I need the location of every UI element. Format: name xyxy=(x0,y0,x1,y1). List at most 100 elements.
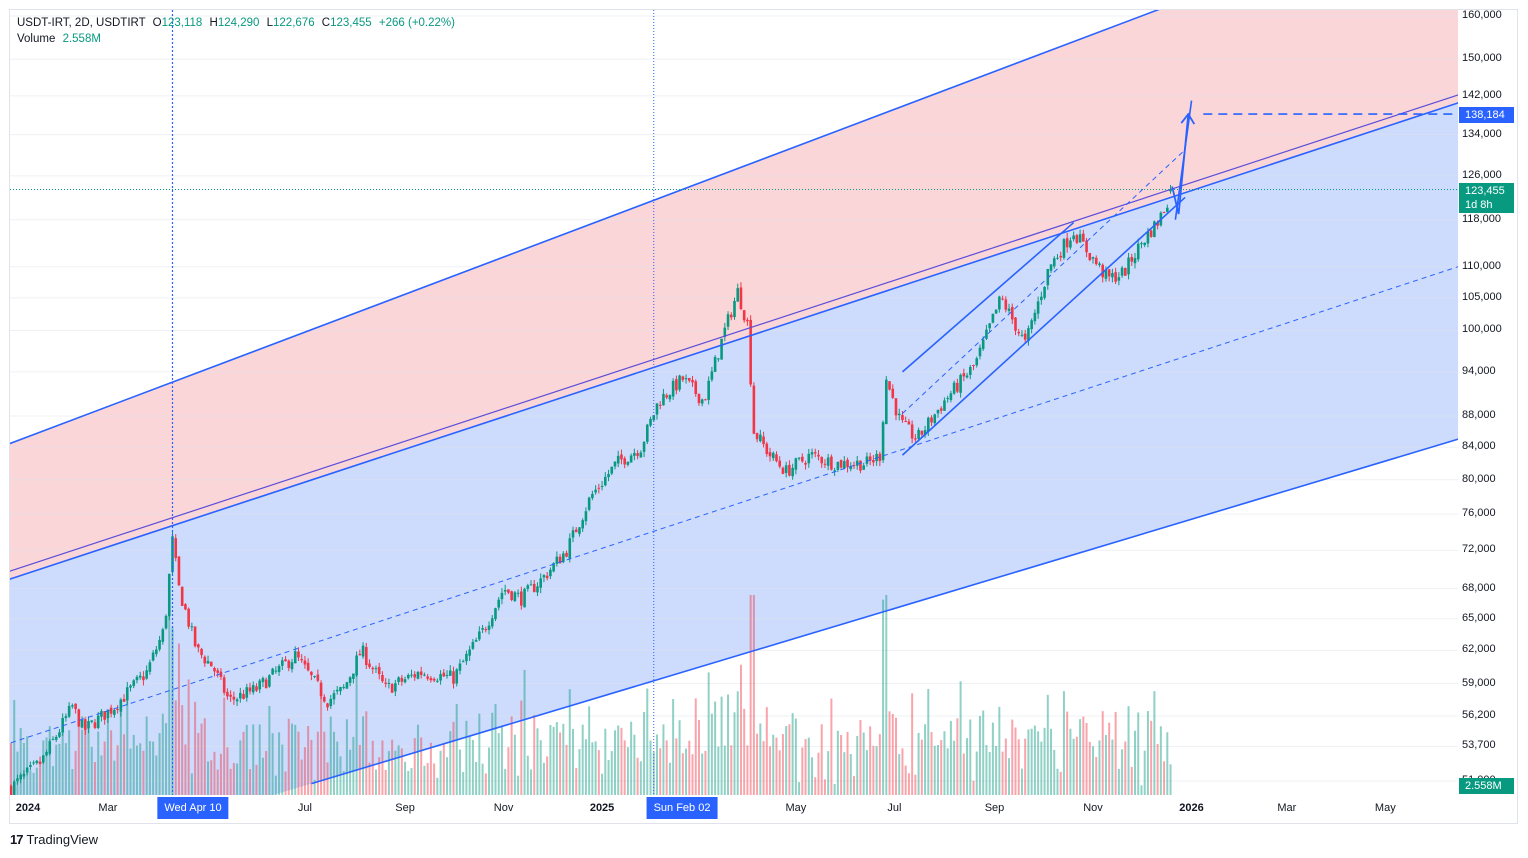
legend-volume-label[interactable]: Volume xyxy=(17,33,56,45)
volume-bar xyxy=(478,713,481,795)
volume-bar xyxy=(181,705,184,795)
volume-bar xyxy=(978,716,981,795)
volume-bar xyxy=(920,739,923,795)
volume-bar xyxy=(93,762,96,795)
candle xyxy=(48,739,52,756)
candle xyxy=(487,621,491,635)
candle-body xyxy=(516,592,520,594)
outer-channel-middle-line[interactable] xyxy=(0,98,1474,584)
candle-body xyxy=(474,640,478,642)
volume-bar xyxy=(552,726,555,795)
candle-body xyxy=(1017,331,1021,334)
candle xyxy=(1088,252,1092,262)
volume-bar xyxy=(811,757,814,795)
chart-frame[interactable] xyxy=(9,9,1518,824)
volume-bar xyxy=(174,700,177,795)
candle xyxy=(510,590,513,602)
inner-channel-lower-line[interactable] xyxy=(901,196,1186,456)
candle xyxy=(855,455,859,470)
volume-bar xyxy=(207,761,210,795)
candle-body xyxy=(25,767,29,773)
plot-area[interactable] xyxy=(0,0,1474,858)
candle-body xyxy=(293,651,297,664)
volume-bar xyxy=(843,752,846,795)
price-tick-label: 118,000 xyxy=(1462,212,1501,225)
outer-channel-lower-line[interactable] xyxy=(311,434,1474,785)
candle xyxy=(281,657,284,670)
candle-body xyxy=(1001,298,1004,300)
projection-arrow-head[interactable] xyxy=(1180,112,1196,125)
candle xyxy=(41,755,45,764)
volume-bar xyxy=(539,740,542,795)
volume-bar xyxy=(84,716,87,795)
tradingview-logo[interactable]: 17 TradingView xyxy=(10,832,98,847)
projection-path[interactable] xyxy=(1171,113,1190,215)
candle-body xyxy=(791,467,794,477)
price-tick-label: 56,200 xyxy=(1462,709,1496,722)
candle xyxy=(381,671,384,683)
price-tick-label: 105,000 xyxy=(1462,290,1502,303)
inner-channel-upper-line[interactable] xyxy=(901,221,1075,373)
candle-body xyxy=(571,530,575,538)
volume-bar xyxy=(668,762,671,795)
candle-body xyxy=(749,319,752,385)
candle xyxy=(578,526,581,537)
candle-body xyxy=(839,460,843,468)
candle xyxy=(29,761,32,771)
candle xyxy=(93,719,97,730)
volume-bar xyxy=(1082,716,1085,795)
candle-body xyxy=(642,442,646,452)
candle-body xyxy=(846,459,849,468)
candle-body xyxy=(681,376,685,380)
candle xyxy=(933,413,937,426)
candle xyxy=(403,676,407,684)
candle-body xyxy=(952,382,956,394)
candle-body xyxy=(387,682,391,684)
candle-body xyxy=(151,652,155,661)
candle xyxy=(801,453,804,463)
candle-body xyxy=(64,716,68,718)
legend-symbol[interactable]: USDT-IRT, 2D, USDTIRT xyxy=(17,17,146,29)
outer-channel-upper-line[interactable] xyxy=(0,0,1474,449)
volume-bar xyxy=(436,777,439,795)
candle xyxy=(904,416,907,423)
price-tick-label: 126,000 xyxy=(1462,168,1502,181)
candle xyxy=(655,403,659,420)
volume-bar xyxy=(177,643,180,795)
candle-body xyxy=(726,314,730,327)
candle xyxy=(206,655,210,664)
volume-bar xyxy=(533,715,536,795)
candle-body xyxy=(1065,238,1069,248)
candle xyxy=(742,309,746,323)
volume-bar xyxy=(685,748,688,795)
median-dashed-line[interactable] xyxy=(10,266,1458,744)
volume-bar xyxy=(342,771,345,795)
outer-channel-middle-line-2[interactable] xyxy=(0,90,1474,576)
candle-body xyxy=(1043,286,1046,298)
volume-bar xyxy=(924,724,927,795)
volume-bar xyxy=(869,726,872,795)
candle-body xyxy=(1078,234,1082,243)
candle xyxy=(513,590,517,602)
inner-channel-median-line[interactable] xyxy=(902,149,1186,414)
candle xyxy=(749,315,752,387)
candle xyxy=(865,452,869,467)
candle-body xyxy=(177,556,181,586)
candle xyxy=(545,572,549,581)
candle-body xyxy=(406,674,410,679)
volume-bar xyxy=(307,725,310,795)
candle xyxy=(177,556,181,586)
volume-bar xyxy=(145,716,148,795)
candle-body xyxy=(455,669,459,684)
candle xyxy=(707,376,710,405)
candle xyxy=(174,534,178,562)
candle xyxy=(1111,268,1114,283)
volume-bar xyxy=(161,713,164,795)
candle xyxy=(268,674,271,688)
volume-bar xyxy=(636,757,639,795)
volume-bar xyxy=(995,745,998,795)
volume-bar xyxy=(517,775,520,795)
candle xyxy=(500,588,504,605)
candle-body xyxy=(1101,264,1105,278)
